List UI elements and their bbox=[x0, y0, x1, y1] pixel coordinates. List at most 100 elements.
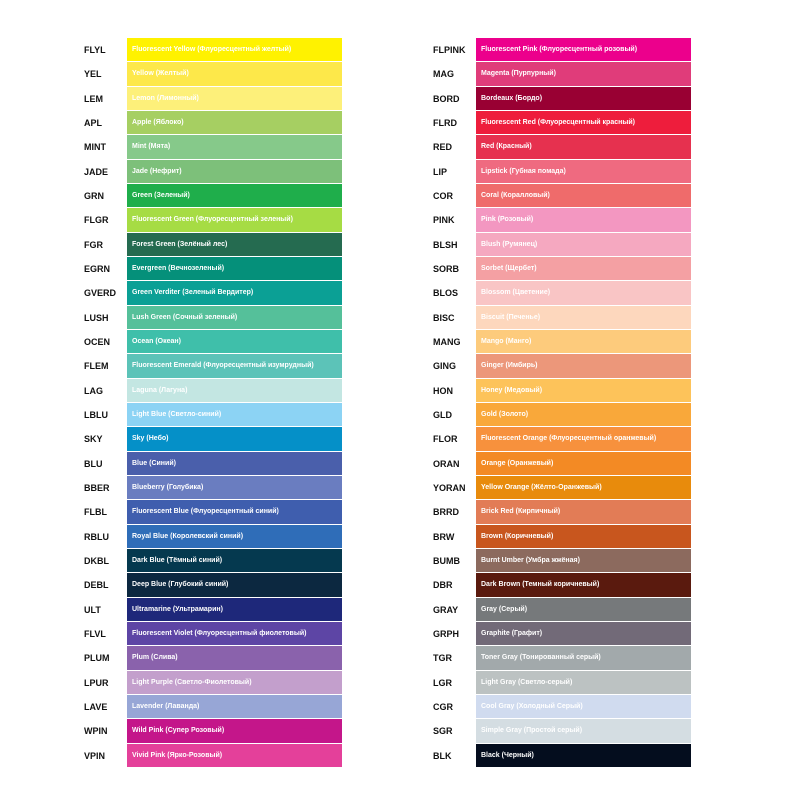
color-swatch: Blossom (Цветение) bbox=[476, 281, 691, 306]
color-code: VPIN bbox=[84, 750, 106, 761]
color-swatch: Black (Черный) bbox=[476, 743, 691, 768]
color-swatch: Evergreen (Вечнозеленый) bbox=[127, 256, 342, 282]
color-swatch: Mango (Манго) bbox=[476, 329, 691, 355]
color-code: GING bbox=[433, 361, 457, 372]
color-swatch: Toner Gray (Тонированный серый) bbox=[476, 646, 691, 671]
color-code: FLRD bbox=[433, 118, 457, 129]
color-swatch: Fluorescent Green (Флуоресцентный зелены… bbox=[127, 208, 342, 233]
color-swatch: Mint (Мята) bbox=[127, 135, 342, 160]
color-code: LAG bbox=[84, 385, 103, 396]
color-swatch: Blue (Синий) bbox=[127, 451, 342, 476]
color-swatch: Ginger (Имбирь) bbox=[476, 354, 691, 379]
color-swatch: Brick Red (Кирпичный) bbox=[476, 500, 691, 525]
color-row: SGR Simple Gray (Простой серый) bbox=[433, 719, 691, 744]
color-row: FLRD Fluorescent Red (Флуоресцентный крас… bbox=[433, 110, 691, 136]
color-swatch: Plum (Слива) bbox=[127, 646, 342, 671]
color-code: BLOS bbox=[433, 288, 459, 299]
color-swatch: Yellow Orange (Жёлто-Оранжевый) bbox=[476, 475, 691, 501]
color-row: LPUR Light Purple (Светло-Фиолетовый) bbox=[84, 670, 342, 695]
color-code: LAVE bbox=[84, 702, 108, 713]
color-code: LEM bbox=[84, 93, 103, 104]
color-code: TGR bbox=[433, 653, 452, 664]
color-code: BBER bbox=[84, 483, 110, 494]
color-row: JADE Jade (Нефрит) bbox=[84, 159, 342, 184]
color-row: YORAN Yellow Orange (Жёлто-Оранжевый) bbox=[433, 475, 691, 501]
color-code: YORAN bbox=[433, 483, 466, 494]
color-code: BLK bbox=[433, 750, 452, 761]
color-code: FLEM bbox=[84, 361, 109, 372]
color-row: BRRD Brick Red (Кирпичный) bbox=[433, 500, 691, 525]
color-code: COR bbox=[433, 191, 453, 202]
color-swatch: Dark Brown (Темный коричневый) bbox=[476, 573, 691, 598]
color-row: RBLU Royal Blue (Королевский синий) bbox=[84, 524, 342, 549]
color-swatch: Light Gray (Светло-серый) bbox=[476, 670, 691, 695]
color-swatch: Sorbet (Щербет) bbox=[476, 256, 691, 282]
color-row: FLOR Fluorescent Orange (Флуоресцентный о… bbox=[433, 427, 691, 452]
color-row: CGR Cool Gray (Холодный Серый) bbox=[433, 694, 691, 720]
color-swatch: Green (Зеленый) bbox=[127, 183, 342, 209]
color-row: BRW Brown (Коричневый) bbox=[433, 524, 691, 549]
color-code: BRW bbox=[433, 531, 455, 542]
color-swatch: Forest Green (Зелёный лес) bbox=[127, 232, 342, 257]
color-row: LEM Lemon (Лимонный) bbox=[84, 86, 342, 111]
color-row: DEBL Deep Blue (Глубокий синий) bbox=[84, 573, 342, 598]
color-code: EGRN bbox=[84, 264, 111, 275]
color-code: ULT bbox=[84, 604, 101, 615]
color-row: SORB Sorbet (Щербет) bbox=[433, 256, 691, 282]
color-row: MANG Mango (Манго) bbox=[433, 329, 691, 355]
color-swatch: Blueberry (Голубика) bbox=[127, 475, 342, 501]
color-code: FLVL bbox=[84, 629, 106, 640]
color-swatch: Graphite (Графит) bbox=[476, 621, 691, 647]
color-swatch: Fluorescent Blue (Флуоресцентный синий) bbox=[127, 500, 342, 525]
color-swatch: Magenta (Пурпурный) bbox=[476, 62, 691, 87]
color-code: FLPINK bbox=[433, 45, 466, 56]
color-row: BISC Biscuit (Печенье) bbox=[433, 305, 691, 330]
color-code: LIP bbox=[433, 166, 448, 177]
color-row: BLU Blue (Синий) bbox=[84, 451, 342, 476]
color-row: LAG Laguna (Лагуна) bbox=[84, 378, 342, 403]
color-swatch: Fluorescent Orange (Флуоресцентный оранж… bbox=[476, 427, 691, 452]
color-row: FLEM Fluorescent Emerald (Флуоресцентный … bbox=[84, 354, 342, 379]
color-row: ORAN Orange (Оранжевый) bbox=[433, 451, 691, 476]
color-row: MAG Magenta (Пурпурный) bbox=[433, 62, 691, 87]
color-row: PINK Pink (Розовый) bbox=[433, 208, 691, 233]
color-swatch: Gold (Золото) bbox=[476, 402, 691, 428]
color-code: APL bbox=[84, 118, 102, 129]
color-swatch: Burnt Umber (Умбра жжёная) bbox=[476, 548, 691, 574]
color-row: WPIN Wild Pink (Супер Розовый) bbox=[84, 719, 342, 744]
color-swatch: Green Verditer (Зеленый Вердитер) bbox=[127, 281, 342, 306]
color-code: DEBL bbox=[84, 580, 109, 591]
color-swatch: Sky (Небо) bbox=[127, 427, 342, 452]
color-code: RBLU bbox=[84, 531, 109, 542]
color-code: LBLU bbox=[84, 410, 108, 421]
color-row: LAVE Lavender (Лаванда) bbox=[84, 694, 342, 720]
color-row: DKBL Dark Blue (Тёмный синий) bbox=[84, 548, 342, 574]
color-column-left: FLYL Fluorescent Yellow (Флуоресцентный ж… bbox=[84, 38, 342, 768]
color-row: SKY Sky (Небо) bbox=[84, 427, 342, 452]
color-swatch: Yellow (Желтый) bbox=[127, 62, 342, 87]
color-row: GLD Gold (Золото) bbox=[433, 402, 691, 428]
color-swatch: Wild Pink (Супер Розовый) bbox=[127, 719, 342, 744]
color-row: EGRN Evergreen (Вечнозеленый) bbox=[84, 256, 342, 282]
color-code: GRAY bbox=[433, 604, 459, 615]
color-row: GING Ginger (Имбирь) bbox=[433, 354, 691, 379]
color-swatch: Honey (Медовый) bbox=[476, 378, 691, 403]
color-code: BRRD bbox=[433, 507, 459, 518]
color-code: ORAN bbox=[433, 458, 460, 469]
color-row: LIP Lipstick (Губная помада) bbox=[433, 159, 691, 184]
color-row: LGR Light Gray (Светло-серый) bbox=[433, 670, 691, 695]
color-code: GLD bbox=[433, 410, 452, 421]
color-row: GRAY Gray (Серый) bbox=[433, 597, 691, 622]
color-row: TGR Toner Gray (Тонированный серый) bbox=[433, 646, 691, 671]
color-row: BLK Black (Черный) bbox=[433, 743, 691, 768]
color-row: BLSH Blush (Румянец) bbox=[433, 232, 691, 257]
color-column-right: FLPINK Fluorescent Pink (Флуоресцентный р… bbox=[433, 38, 691, 768]
color-row: BBER Blueberry (Голубика) bbox=[84, 475, 342, 501]
color-row: HON Honey (Медовый) bbox=[433, 378, 691, 403]
color-swatch: Lipstick (Губная помада) bbox=[476, 159, 691, 184]
color-swatch: Lush Green (Сочный зеленый) bbox=[127, 305, 342, 330]
color-row: BORD Bordeaux (Бордо) bbox=[433, 86, 691, 111]
color-swatch: Fluorescent Pink (Флуоресцентный розовый… bbox=[476, 38, 691, 63]
color-row: PLUM Plum (Слива) bbox=[84, 646, 342, 671]
color-code: FGR bbox=[84, 239, 103, 250]
